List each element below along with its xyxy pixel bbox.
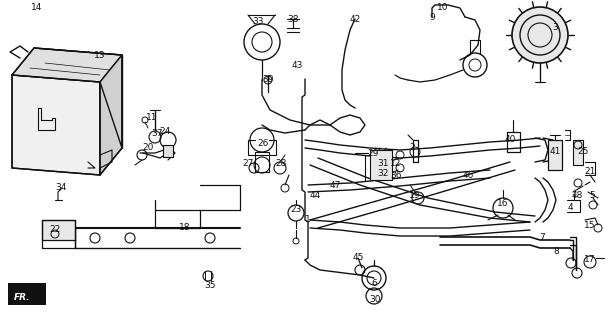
Text: 34: 34 [55, 183, 67, 193]
Text: FR.: FR. [13, 292, 30, 301]
Bar [163, 145, 173, 157]
Bar [573, 140, 583, 165]
Text: 46: 46 [462, 171, 474, 180]
Text: 14: 14 [31, 4, 43, 12]
Text: 44: 44 [310, 191, 321, 201]
Text: 32: 32 [378, 169, 389, 178]
Text: 29: 29 [367, 148, 379, 157]
Text: 11: 11 [146, 114, 158, 123]
Polygon shape [8, 285, 38, 301]
Bar [370, 150, 392, 180]
Polygon shape [12, 75, 100, 175]
Text: 21: 21 [584, 166, 595, 175]
Text: 38: 38 [287, 14, 299, 23]
Text: 39: 39 [263, 75, 274, 84]
Text: 10: 10 [437, 4, 449, 12]
Circle shape [512, 7, 568, 63]
Text: 6: 6 [371, 278, 377, 287]
Text: 45: 45 [353, 253, 364, 262]
Text: 26: 26 [257, 139, 269, 148]
Text: 42: 42 [349, 14, 360, 23]
Text: 48: 48 [572, 191, 583, 201]
Text: 43: 43 [291, 60, 303, 69]
Text: 7: 7 [539, 233, 545, 242]
Text: 2: 2 [409, 143, 415, 153]
Text: 8: 8 [553, 246, 559, 255]
Text: 1: 1 [305, 214, 311, 223]
Text: 25: 25 [577, 148, 589, 156]
Text: 31: 31 [377, 158, 389, 167]
Text: 30: 30 [369, 295, 381, 305]
Polygon shape [100, 55, 122, 175]
Text: 17: 17 [584, 254, 595, 263]
Text: 36: 36 [390, 172, 401, 180]
Text: 23: 23 [290, 205, 302, 214]
Text: 33: 33 [252, 18, 264, 27]
Text: 16: 16 [497, 198, 509, 207]
Text: 41: 41 [550, 148, 561, 156]
Bar [548, 140, 562, 170]
Text: 12: 12 [390, 158, 401, 167]
Text: 5: 5 [589, 191, 595, 201]
Text: 13: 13 [94, 51, 106, 60]
Text: 18: 18 [179, 223, 191, 233]
Text: 15: 15 [584, 220, 595, 229]
Polygon shape [42, 220, 75, 240]
Text: 3: 3 [552, 23, 558, 33]
Bar [8, 283, 46, 305]
Text: 20: 20 [143, 143, 154, 153]
Text: 35: 35 [204, 282, 216, 291]
Text: 19: 19 [409, 190, 421, 199]
Polygon shape [12, 48, 122, 82]
Text: 37: 37 [151, 129, 163, 138]
Bar [255, 152, 269, 172]
Text: 40: 40 [504, 135, 516, 145]
Text: 24: 24 [159, 127, 171, 137]
Text: 47: 47 [329, 180, 341, 189]
Text: 9: 9 [429, 12, 435, 21]
Text: 4: 4 [567, 204, 573, 212]
Text: 27: 27 [242, 158, 254, 167]
Text: 28: 28 [275, 158, 286, 167]
Text: 22: 22 [50, 226, 61, 235]
